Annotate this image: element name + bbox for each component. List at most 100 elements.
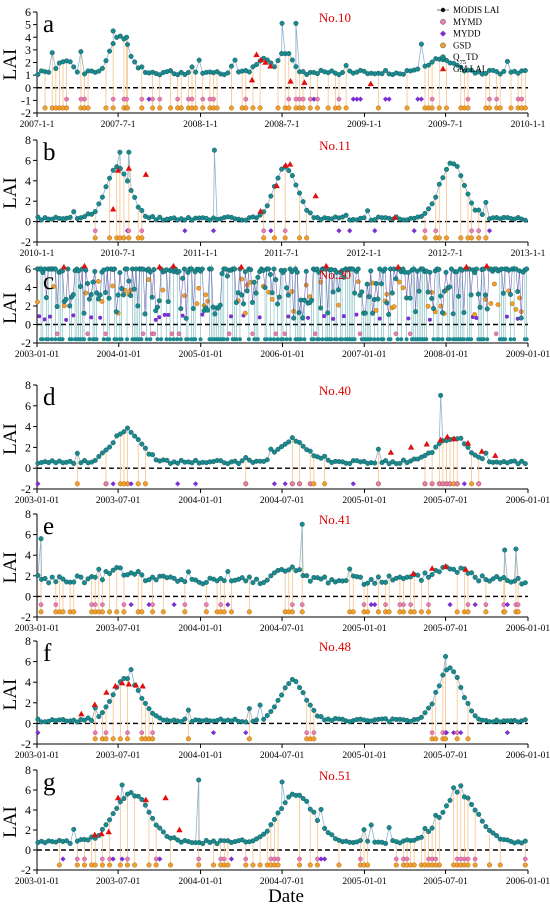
gsd-point <box>203 609 209 615</box>
mymd-point <box>433 856 439 862</box>
x-tick-label: 2010-7-1 <box>101 249 136 259</box>
gsd-point <box>311 481 317 487</box>
gm-lai-point <box>450 435 458 442</box>
gsd-point <box>243 862 249 868</box>
modis-lai-point <box>440 809 446 815</box>
legend-label: GSD <box>453 40 472 50</box>
modis-lai-point <box>297 567 303 573</box>
gm-lai-points <box>109 161 399 220</box>
mymd-point <box>465 602 471 607</box>
gsd-point <box>178 105 184 111</box>
y-tick-label: 6 <box>25 399 31 413</box>
modis-lai-point <box>301 297 307 303</box>
legend-label: GM LAI <box>453 64 485 74</box>
x-tick-label: 2011-7-1 <box>264 249 299 259</box>
modis-lai-point <box>266 266 272 272</box>
mymd-point <box>175 96 180 102</box>
modis-lai-point <box>264 577 270 583</box>
modis-lai-point <box>271 570 277 576</box>
q75td-point <box>268 337 273 342</box>
modis-lai-point <box>366 294 372 300</box>
modis-lai-point <box>99 826 105 832</box>
quality-flag-markers <box>38 602 521 615</box>
gsd-point <box>513 306 519 312</box>
gm-lai-point <box>322 262 330 269</box>
y-tick-label: -2 <box>21 235 31 249</box>
modis-lai-point <box>214 69 220 75</box>
mymd-point <box>200 96 206 102</box>
modis-lai-point <box>199 266 205 272</box>
modis-lai-point <box>329 68 335 74</box>
modis-lai-point <box>262 285 268 291</box>
modis-lai-point <box>451 785 457 791</box>
modis-lai-point <box>64 838 70 844</box>
modis-lai-point <box>500 290 506 296</box>
mymd-point <box>151 331 157 336</box>
mydd-point <box>228 314 233 319</box>
x-axis-title: Date <box>268 886 304 907</box>
mymd-point <box>124 96 129 102</box>
q75td-point <box>368 337 373 342</box>
modis-lai-point <box>443 653 449 659</box>
x-tick-label: 2008-1-1 <box>183 120 218 130</box>
modis-lai-point <box>497 71 503 77</box>
mymd-point <box>261 228 266 234</box>
mymd-point <box>404 856 410 862</box>
gsd-point <box>228 105 234 111</box>
modis-lai-point <box>422 210 428 216</box>
modis-lai-point <box>418 41 424 47</box>
modis-lai-point <box>375 446 381 452</box>
mydd-point <box>175 481 181 487</box>
modis-lai-point <box>107 444 113 450</box>
mymd-point <box>465 96 471 102</box>
gm-lai-point <box>267 62 274 69</box>
mymd-point <box>401 602 406 607</box>
modis-lai-point <box>139 207 145 213</box>
modis-lai-point <box>279 692 285 698</box>
modis-lai-point <box>397 460 403 466</box>
modis-lai-point <box>289 269 295 275</box>
q75td-point <box>193 337 198 342</box>
y-tick-label: 4 <box>25 803 31 817</box>
modis-lai-point <box>284 285 290 291</box>
gsd-point <box>486 105 492 111</box>
gsd-point <box>472 312 478 317</box>
gsd-point <box>458 235 464 241</box>
gsd-point <box>211 862 217 868</box>
gsd-point <box>502 609 508 615</box>
modis-lai-point <box>372 580 378 586</box>
x-tick-label: 2009-7-1 <box>428 120 463 130</box>
modis-lai-point <box>297 792 303 798</box>
modis-lai-point <box>347 566 353 572</box>
q75td-point <box>114 337 119 342</box>
gsd-point <box>465 105 471 111</box>
y-tick-label: 6 <box>25 655 31 669</box>
mymd-point <box>92 730 98 735</box>
modis-lai-point <box>113 309 119 315</box>
mydd-point <box>377 316 382 321</box>
gsd-point <box>282 235 288 241</box>
modis-lai-point <box>243 217 249 223</box>
gsd-point <box>200 105 206 111</box>
x-tick-label: 2004-01-01 <box>97 350 142 360</box>
mymd-point <box>221 856 227 862</box>
mydd-point <box>157 856 163 862</box>
modis-lai-point <box>307 448 313 454</box>
modis-lai-point <box>153 822 159 828</box>
gsd-point <box>483 609 489 615</box>
modis-lai-point <box>461 695 467 701</box>
modis-lai-point <box>185 215 191 221</box>
modis-lai-point <box>483 70 489 76</box>
modis-lai-point <box>440 672 446 678</box>
modis-lai-point <box>135 303 141 309</box>
modis-lai-point <box>52 266 58 272</box>
modis-lai-point <box>264 203 270 209</box>
modis-lai-point <box>304 207 310 213</box>
modis-lai-points <box>35 777 528 847</box>
modis-lai-point <box>318 806 324 812</box>
mymd-point <box>126 228 132 234</box>
modis-lai-point <box>382 266 388 272</box>
modis-lai-point <box>90 279 96 285</box>
mymd-point <box>494 96 499 102</box>
gsd-point <box>92 862 98 868</box>
